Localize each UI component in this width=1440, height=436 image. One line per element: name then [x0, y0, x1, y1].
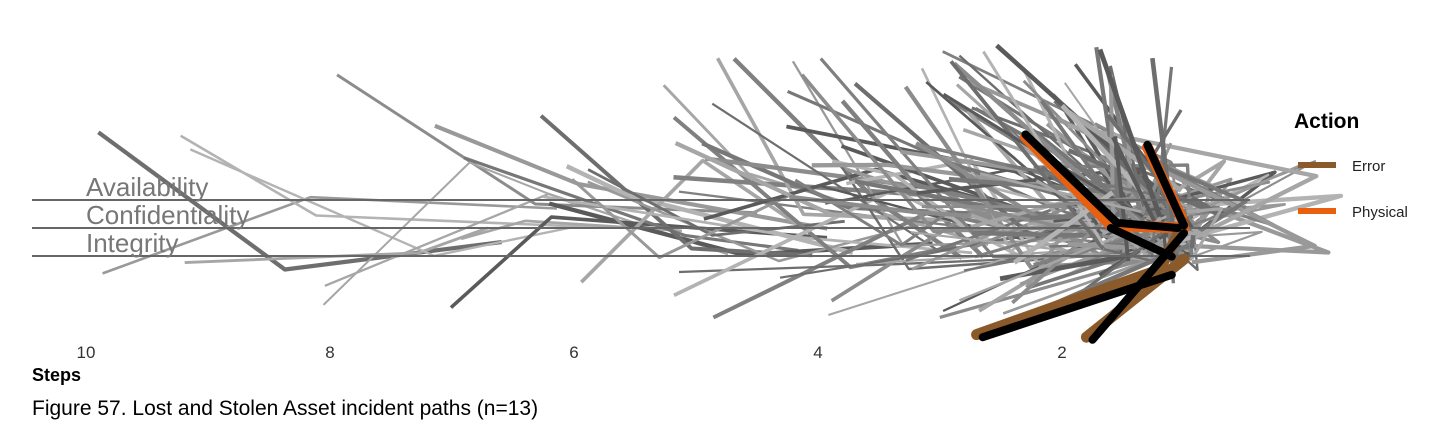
background-path — [322, 161, 576, 306]
background-path — [336, 73, 758, 215]
background-path — [1097, 48, 1163, 218]
x-tick-10: 10 — [77, 343, 96, 360]
legend-title: Action — [1294, 110, 1359, 133]
background-path — [920, 67, 1095, 253]
x-axis-title: Steps — [32, 365, 82, 385]
attribute-label-availability: Availability — [86, 172, 208, 202]
highlight-path-black — [1106, 224, 1176, 261]
background-path — [449, 215, 828, 309]
legend-label-error: Error — [1352, 158, 1385, 175]
background-path — [1108, 74, 1116, 233]
background-path — [952, 61, 1109, 201]
highlight-path-black — [1143, 140, 1188, 230]
x-tick-4: 4 — [813, 343, 822, 360]
background-path — [1060, 103, 1144, 195]
background-path — [102, 195, 557, 275]
background-path — [571, 178, 790, 260]
legend: Action Error Physical — [1294, 110, 1408, 221]
background-path — [1111, 136, 1157, 223]
highlight-path-black — [1021, 130, 1182, 232]
background-path — [579, 158, 810, 284]
background-path — [979, 172, 1142, 214]
background-path — [971, 230, 1102, 239]
figure-caption: Figure 57. Lost and Stolen Asset inciden… — [32, 397, 539, 420]
attribute-label-integrity: Integrity — [86, 228, 179, 258]
x-tick-6: 6 — [569, 343, 578, 360]
x-axis-ticks: 10 8 6 4 2 — [77, 343, 1067, 360]
legend-label-physical: Physical — [1352, 204, 1408, 221]
attribute-lines — [32, 199, 1250, 257]
highlight-paths — [971, 130, 1190, 344]
background-path — [539, 114, 813, 258]
background-path — [97, 130, 502, 272]
background-path — [463, 156, 799, 253]
attribute-label-confidentiality: Confidentiality — [86, 200, 249, 230]
x-tick-8: 8 — [325, 343, 334, 360]
x-tick-2: 2 — [1057, 343, 1066, 360]
background-path — [1094, 46, 1125, 222]
background-path — [1067, 241, 1129, 250]
background-path — [716, 57, 964, 223]
background-path — [674, 141, 888, 220]
background-path — [791, 60, 1074, 248]
background-path — [548, 201, 933, 258]
background-path — [184, 226, 489, 265]
